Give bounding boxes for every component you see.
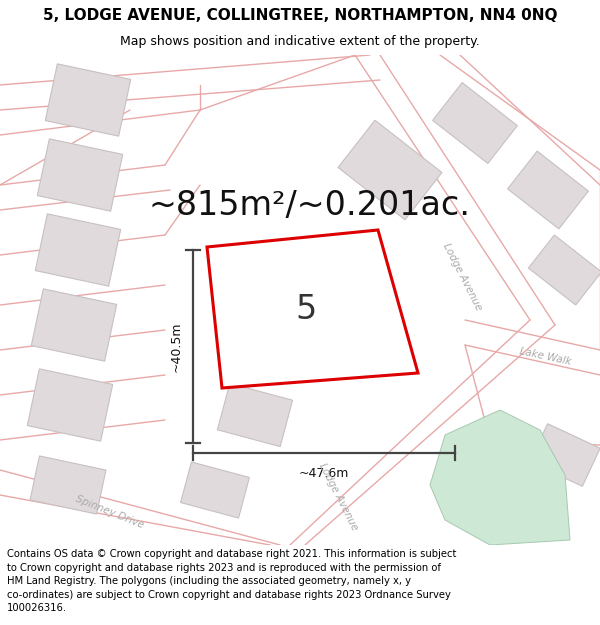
Polygon shape	[217, 383, 293, 447]
Text: Lodge Avenue: Lodge Avenue	[317, 462, 359, 532]
Polygon shape	[31, 289, 117, 361]
Polygon shape	[257, 288, 332, 352]
Polygon shape	[433, 82, 517, 164]
Text: ~40.5m: ~40.5m	[170, 321, 183, 372]
Text: Contains OS data © Crown copyright and database right 2021. This information is : Contains OS data © Crown copyright and d…	[7, 549, 457, 613]
Text: 5: 5	[296, 293, 317, 326]
Text: Map shows position and indicative extent of the property.: Map shows position and indicative extent…	[120, 35, 480, 48]
Polygon shape	[37, 139, 123, 211]
Text: 5, LODGE AVENUE, COLLINGTREE, NORTHAMPTON, NN4 0NQ: 5, LODGE AVENUE, COLLINGTREE, NORTHAMPTO…	[43, 8, 557, 23]
Polygon shape	[27, 369, 113, 441]
Polygon shape	[338, 120, 442, 220]
Text: Lake Walk: Lake Walk	[518, 347, 572, 368]
Text: ~47.6m: ~47.6m	[299, 467, 349, 480]
Polygon shape	[529, 235, 600, 305]
Text: Spinney Drive: Spinney Drive	[74, 494, 146, 530]
Polygon shape	[181, 462, 250, 518]
Polygon shape	[508, 151, 589, 229]
Polygon shape	[45, 64, 131, 136]
Polygon shape	[530, 424, 600, 486]
Text: Lodge Avenue: Lodge Avenue	[440, 242, 484, 312]
Text: ~815m²/~0.201ac.: ~815m²/~0.201ac.	[149, 189, 471, 221]
Polygon shape	[430, 410, 570, 545]
Polygon shape	[207, 230, 418, 388]
Polygon shape	[35, 214, 121, 286]
Polygon shape	[30, 456, 106, 514]
